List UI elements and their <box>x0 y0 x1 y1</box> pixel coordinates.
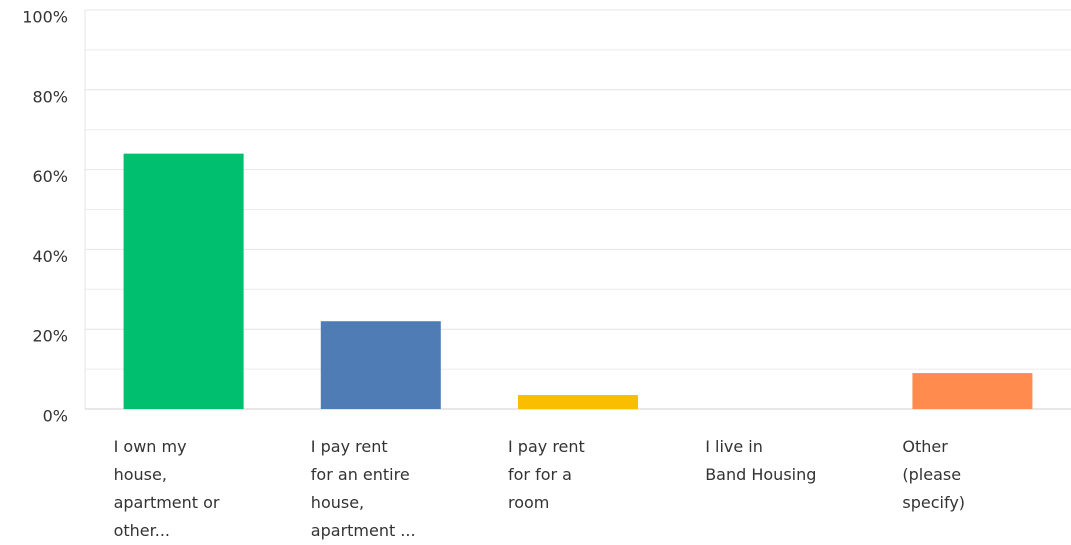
x-tick-label-line: Band Housing <box>705 465 816 484</box>
x-tick-label-line: for for a <box>508 465 572 484</box>
x-tick-label-line: apartment or <box>114 493 220 512</box>
x-tick-label: I pay rent for for a room <box>508 437 585 512</box>
bar <box>123 153 244 409</box>
bar <box>912 373 1033 409</box>
x-tick-label-line: room <box>508 493 549 512</box>
y-tick-label: 80% <box>32 87 68 106</box>
x-tick-label: Other (please specify) <box>902 437 965 512</box>
y-tick-label: 60% <box>32 167 68 186</box>
x-tick-label: I own my house, apartment or other... <box>114 437 220 540</box>
x-tick-label: I live in Band Housing <box>705 437 816 484</box>
bar <box>320 321 441 409</box>
x-tick-label-line: I pay rent <box>311 437 388 456</box>
x-tick-label: I pay rent for an entire house, apartment .… <box>311 437 416 540</box>
y-tick-label: 0% <box>43 407 68 426</box>
x-tick-label-line: (please <box>902 465 961 484</box>
x-tick-label-line: for an entire <box>311 465 410 484</box>
x-tick-label-line: I live in <box>705 437 763 456</box>
y-tick-label: 20% <box>32 327 68 346</box>
x-tick-label-line: specify) <box>902 493 965 512</box>
x-tick-label-line: house, <box>114 465 167 484</box>
x-tick-label-line: other... <box>114 521 170 540</box>
x-tick-label-line: apartment ... <box>311 521 416 540</box>
y-tick-label: 40% <box>32 247 68 266</box>
x-tick-label-line: I pay rent <box>508 437 585 456</box>
x-tick-label-line: Other <box>902 437 948 456</box>
y-tick-label: 100% <box>22 8 68 27</box>
x-tick-label-line: I own my <box>114 437 187 456</box>
bar <box>518 395 638 409</box>
x-tick-label-line: house, <box>311 493 364 512</box>
